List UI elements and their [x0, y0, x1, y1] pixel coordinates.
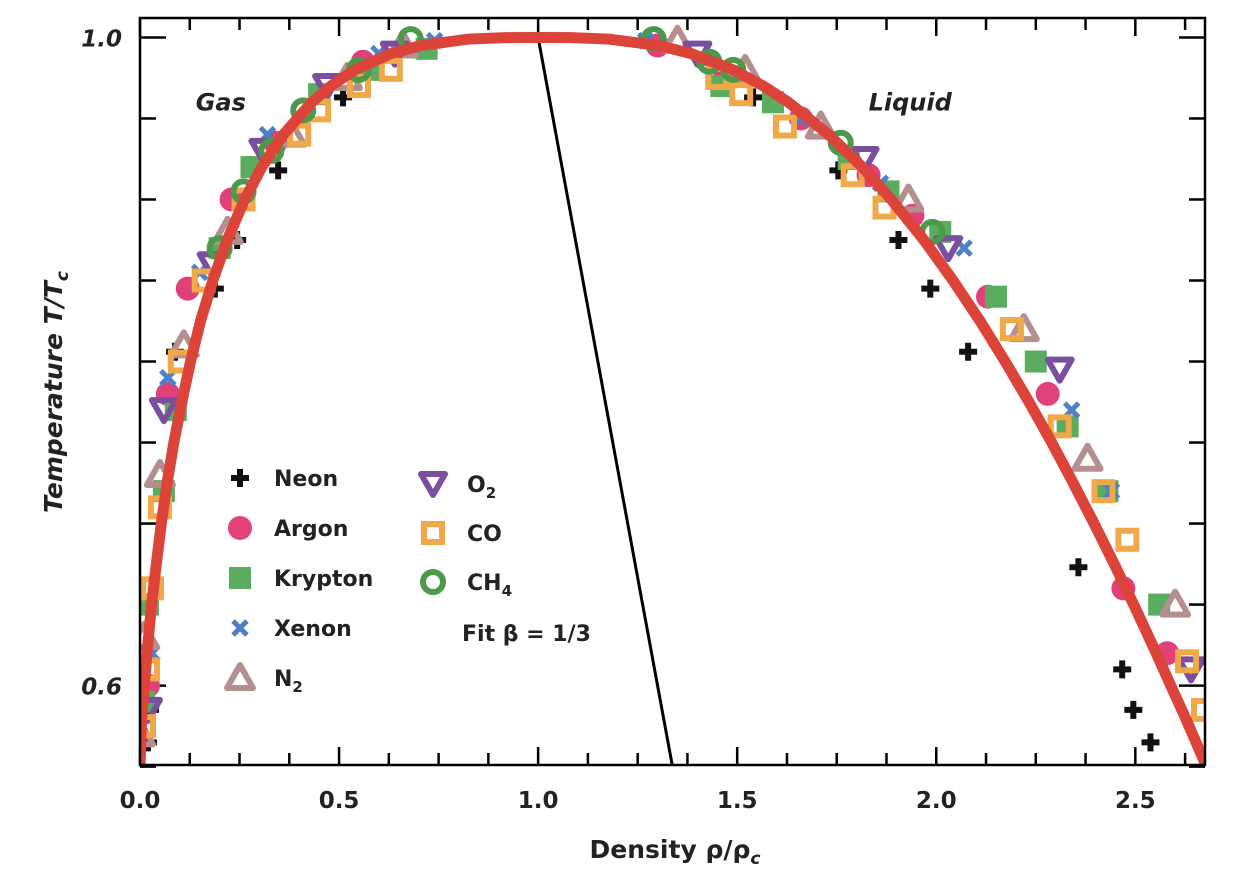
legend-marker-neon: [231, 469, 249, 487]
annotation-liquid: Liquid: [869, 88, 953, 116]
data-point: [1159, 588, 1192, 618]
legend-label: Argon: [274, 517, 348, 542]
data-point: [1047, 414, 1072, 439]
data-point: [772, 114, 797, 139]
plot-frame: [138, 16, 1207, 767]
x-tick-label: 1.5: [717, 788, 758, 814]
data-point: [1044, 356, 1075, 384]
legend-marker-ch4: [420, 569, 446, 595]
annotation-gas: Gas: [196, 88, 246, 116]
data-point: [290, 97, 317, 124]
data-point: [840, 163, 865, 188]
series-neon: [140, 88, 1160, 752]
data-point: [889, 230, 908, 249]
legend-label: Krypton: [274, 567, 373, 592]
data-point: [1175, 649, 1200, 674]
y-tick-label: 1.0: [81, 26, 122, 52]
y-tick-label: 0.6: [81, 675, 122, 701]
x-tick-label: 0.0: [120, 788, 161, 814]
data-point: [933, 235, 964, 263]
legend-label: CH4: [467, 571, 512, 600]
data-point: [148, 397, 179, 425]
data-point: [269, 161, 288, 180]
x-tick-label: 2.0: [916, 788, 957, 814]
data-point: [1024, 350, 1047, 373]
data-point: [999, 317, 1024, 342]
data-point: [729, 82, 754, 107]
data-point: [1115, 527, 1140, 552]
x-axis-label: Density ρ/ρc: [590, 835, 761, 869]
data-point: [892, 183, 925, 213]
data-point: [1113, 660, 1132, 679]
legend-marker-o2: [418, 471, 448, 498]
legend-marker-co: [421, 521, 445, 545]
data-point: [921, 279, 940, 298]
tick-labels: 0.0 0.5 1.0 1.5 2.0 2.5 1.0 0.6: [81, 26, 1155, 814]
data-point: [378, 57, 403, 82]
y-axis-label: Temperature T/Tc: [39, 271, 73, 513]
legend-label: N2: [274, 667, 303, 696]
plot-area: [140, 24, 1205, 765]
legend-label: CO: [467, 522, 502, 547]
fit-curve: [140, 31, 1205, 765]
legend-marker-xenon: [231, 619, 249, 637]
x-tick-label: 2.5: [1115, 788, 1156, 814]
legend-label: Xenon: [274, 617, 352, 642]
legend-label: O2: [467, 473, 496, 502]
legend-label: Neon: [274, 467, 338, 492]
data-point: [1091, 479, 1116, 504]
legend-marker-argon: [228, 516, 252, 540]
rectilinear-diameter-line: [536, 37, 674, 765]
data-point: [1069, 558, 1088, 577]
axes: [138, 18, 1205, 768]
legend: Neon Argon Krypton Xenon N2 O2 CO CH4 Fit β = 1/…: [224, 467, 591, 696]
x-tick-label: 1.0: [518, 788, 559, 814]
legend-label-fit: Fit β = 1/3: [462, 622, 591, 647]
data-point: [959, 342, 978, 361]
data-point: [1191, 697, 1205, 722]
x-tick-label: 0.5: [319, 788, 360, 814]
data-point: [984, 285, 1007, 308]
legend-marker-n2: [224, 662, 256, 691]
data-point: [1141, 733, 1160, 752]
data-point: [1124, 700, 1143, 719]
data-point: [1035, 381, 1060, 406]
data-point: [1071, 442, 1104, 472]
legend-marker-krypton: [229, 567, 251, 589]
